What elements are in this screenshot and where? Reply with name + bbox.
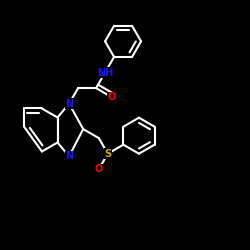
Text: O: O <box>95 164 103 174</box>
Text: S: S <box>104 149 111 159</box>
Text: NH: NH <box>97 68 113 78</box>
Text: N: N <box>65 151 73 161</box>
Text: N: N <box>65 99 73 109</box>
Text: O: O <box>108 92 116 102</box>
